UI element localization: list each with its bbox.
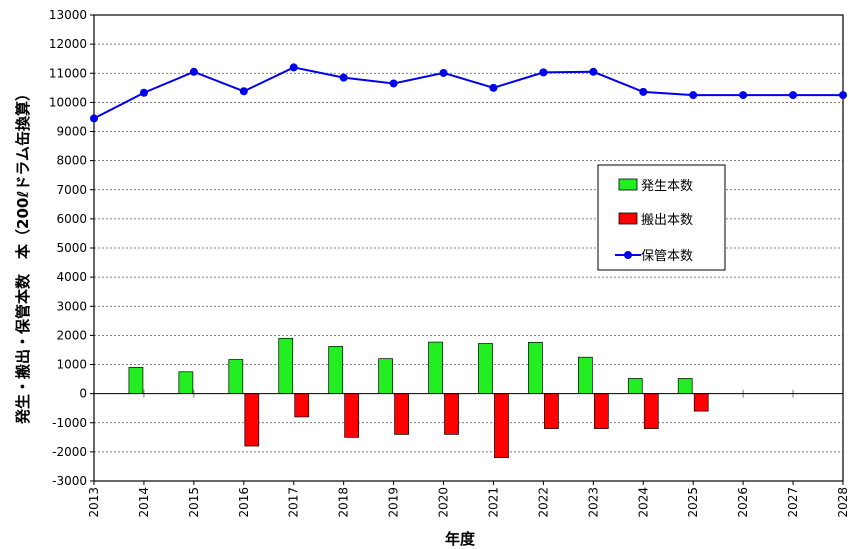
bar-generated — [378, 358, 393, 394]
bar-removed — [593, 393, 609, 429]
y-tick-label: 0 — [79, 387, 87, 401]
point-stored — [90, 114, 98, 123]
y-tick-label: -3000 — [52, 474, 87, 488]
point-stored — [389, 79, 398, 88]
y-tick-label: -2000 — [52, 445, 87, 459]
y-tick-label: 9000 — [56, 125, 87, 139]
legend-swatch-removed — [618, 212, 638, 225]
x-tick-label: 2022 — [536, 487, 550, 518]
bar-layer — [128, 337, 794, 459]
bar-removed — [244, 393, 260, 447]
point-stored — [239, 87, 248, 96]
point-stored — [439, 68, 448, 77]
bar-removed — [494, 393, 509, 459]
x-tick-label: 2016 — [237, 487, 251, 518]
point-stored — [789, 91, 798, 100]
x-tick-label: 2027 — [786, 487, 800, 518]
bar-generated — [278, 337, 294, 394]
y-tick-label: 12000 — [49, 37, 87, 51]
x-tick-label: 2026 — [736, 487, 750, 518]
y-tick-label: 1000 — [56, 358, 87, 372]
x-tick-label: 2014 — [137, 487, 151, 518]
bar-generated — [577, 356, 593, 394]
point-stored — [589, 67, 598, 76]
y-tick-label: 4000 — [56, 270, 87, 284]
y-tick-label: 8000 — [56, 154, 87, 168]
bar-removed — [544, 393, 559, 429]
line-stored — [93, 66, 843, 120]
x-tick-label: 2028 — [836, 487, 849, 518]
line-layer — [90, 63, 847, 123]
y-tick-label: 13000 — [49, 8, 87, 22]
point-stored — [139, 88, 148, 97]
y-tick-label: 11000 — [49, 66, 87, 80]
y-tick-label: 2000 — [56, 328, 87, 342]
point-stored — [489, 83, 498, 92]
legend-label-generated: 発生本数 — [641, 179, 693, 194]
y-tick-label: 6000 — [56, 212, 87, 226]
y-tick-label: 7000 — [56, 183, 87, 197]
point-stored — [639, 87, 648, 96]
bar-generated — [428, 341, 443, 394]
x-axis-title: 年度 — [445, 530, 476, 548]
x-tick-label: 2019 — [387, 487, 401, 518]
bar-removed — [394, 393, 409, 435]
x-tick-label: 2015 — [187, 487, 201, 518]
y-tick-label: 5000 — [56, 241, 87, 255]
y-tick-label: 3000 — [56, 299, 87, 313]
x-tick-label: 2017 — [287, 487, 301, 518]
bar-removed — [693, 393, 709, 412]
bar-generated — [178, 371, 194, 394]
x-tick-label: 2020 — [437, 487, 451, 518]
bar-generated — [677, 378, 693, 394]
point-stored — [839, 91, 847, 100]
bar-generated — [627, 378, 643, 394]
legend-label-stored: 保管本数 — [641, 249, 693, 264]
bar-generated — [478, 343, 493, 394]
axis-layer — [90, 14, 844, 485]
x-tick-label: 2021 — [486, 487, 500, 518]
plot-frame — [93, 14, 844, 482]
x-tick-label: 2018 — [337, 487, 351, 518]
point-stored — [189, 67, 198, 76]
y-tick-label: 10000 — [49, 95, 87, 109]
legend-label-removed: 搬出本数 — [641, 213, 693, 228]
y-axis-title: 発生・搬出・保管本数 本（200ℓドラム缶換算） — [14, 86, 32, 425]
bar-removed — [294, 393, 310, 418]
bar-removed — [444, 393, 459, 435]
bar-removed — [643, 393, 659, 429]
point-stored — [539, 68, 548, 77]
bar-generated — [328, 346, 344, 394]
x-tick-label: 2024 — [636, 487, 650, 518]
bar-generated — [528, 342, 543, 394]
bar-generated — [128, 367, 144, 394]
x-tick-label: 2013 — [87, 487, 101, 518]
legend: 発生本数 搬出本数 保管本数 — [597, 164, 726, 271]
grid-layer — [94, 43, 843, 453]
point-stored — [289, 63, 298, 72]
bar-generated — [228, 359, 244, 394]
legend-marker-stored — [624, 251, 632, 259]
x-tick-label: 2025 — [686, 487, 700, 518]
label-layer: -3000 -2000 -1000 0 1000 2000 3000 4000 5000 6000… — [49, 8, 849, 518]
point-stored — [739, 91, 748, 100]
legend-swatch-generated — [618, 178, 638, 191]
bar-removed — [344, 393, 360, 438]
point-stored — [339, 73, 348, 82]
y-tick-label: -1000 — [52, 416, 87, 430]
point-stored — [689, 91, 698, 100]
x-tick-label: 2023 — [586, 487, 600, 518]
